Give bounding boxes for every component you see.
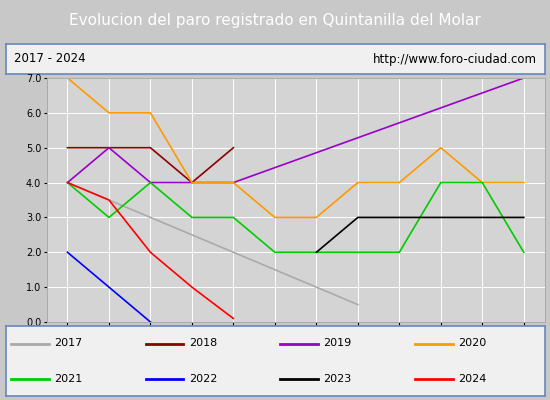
Text: 2017 - 2024: 2017 - 2024 (14, 52, 85, 66)
Text: 2021: 2021 (54, 374, 82, 384)
Text: 2017: 2017 (54, 338, 82, 348)
Text: 2024: 2024 (458, 374, 487, 384)
Text: 2023: 2023 (323, 374, 352, 384)
Text: Evolucion del paro registrado en Quintanilla del Molar: Evolucion del paro registrado en Quintan… (69, 14, 481, 28)
Text: 2020: 2020 (458, 338, 487, 348)
Text: 2022: 2022 (189, 374, 217, 384)
Text: 2018: 2018 (189, 338, 217, 348)
Text: http://www.foro-ciudad.com: http://www.foro-ciudad.com (372, 52, 536, 66)
Text: 2019: 2019 (323, 338, 352, 348)
